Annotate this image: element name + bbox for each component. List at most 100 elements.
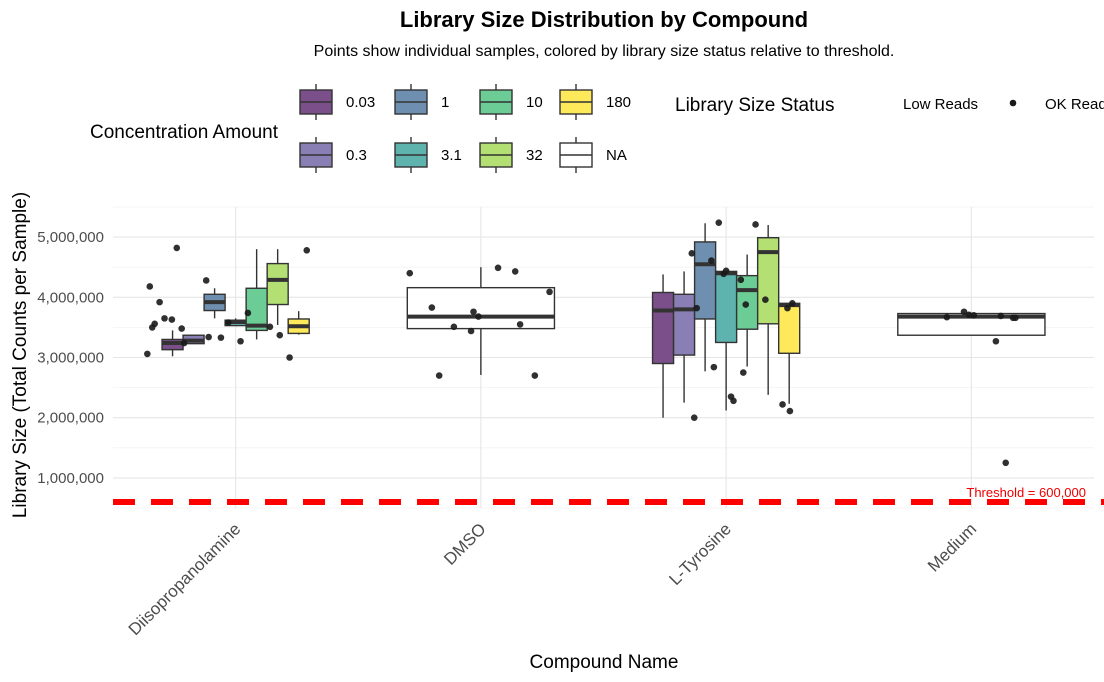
sample-point — [168, 316, 176, 323]
x-axis-title: Compound Name — [530, 652, 679, 673]
sample-point — [202, 277, 210, 284]
legend-key-0.03: 0.03 — [299, 84, 375, 120]
sample-point — [710, 363, 718, 371]
box-body — [672, 293, 696, 356]
sample-point — [1002, 459, 1010, 467]
gridlines — [113, 206, 1094, 509]
legend-key-NA: NA — [559, 137, 627, 173]
box-Diisopropanolamine-10 — [245, 249, 268, 340]
sample-point — [161, 315, 168, 322]
y-tick-label: 4,000,000 — [37, 289, 104, 306]
legend: Concentration Amount 0.03 1 10 180 0.3 3.1 32 NA… — [90, 84, 1104, 173]
sample-point — [715, 219, 723, 226]
sample-point — [470, 308, 477, 316]
box-Diisopropanolamine-0.3 — [182, 334, 205, 345]
box-L-Tyrosine-10 — [735, 254, 759, 367]
sample-point — [965, 311, 973, 319]
sample-point — [303, 247, 311, 254]
legend-label-10: 10 — [526, 94, 543, 111]
box-body — [714, 270, 738, 344]
sample-point — [180, 339, 188, 347]
x-tick-label: Medium — [924, 519, 980, 575]
sample-point — [205, 333, 212, 341]
sample-point — [742, 301, 750, 308]
sample-point — [708, 257, 715, 264]
legend-label-3.1: 3.1 — [441, 147, 462, 164]
sample-points — [144, 219, 1019, 467]
sample-point — [237, 337, 244, 345]
legend-key-180: 180 — [559, 84, 631, 120]
sample-point — [997, 312, 1005, 320]
boxplots — [161, 223, 1046, 418]
legend-label-NA: NA — [606, 147, 627, 164]
sample-point — [1012, 314, 1019, 322]
box-body — [266, 262, 289, 306]
sample-point — [494, 264, 502, 272]
x-tick-label: DMSO — [440, 519, 489, 568]
sample-point — [693, 304, 700, 312]
legend-label-180: 180 — [606, 94, 631, 111]
legend-key-10: 10 — [479, 84, 543, 120]
box-body — [651, 291, 675, 365]
legend-label-1: 1 — [441, 94, 449, 111]
sample-point — [435, 372, 443, 379]
point-legend-ok-dot — [1009, 99, 1017, 107]
sample-point — [173, 244, 181, 252]
box-body — [245, 287, 268, 332]
sample-point — [531, 372, 539, 379]
fill-legend-title: Concentration Amount — [90, 122, 279, 143]
box-L-Tyrosine-180 — [777, 302, 801, 404]
point-legend-low-reads: Low Reads — [903, 96, 978, 113]
sample-point — [266, 323, 274, 331]
sample-point — [992, 337, 1000, 345]
legend-label-32: 32 — [526, 147, 543, 164]
sample-point — [784, 304, 791, 312]
sample-point — [943, 313, 951, 321]
y-axis-ticks: 1,000,000 2,000,000 3,000,000 4,000,000 5,00… — [37, 229, 104, 487]
legend-key-0.3: 0.3 — [299, 137, 367, 173]
legend-key-1: 1 — [394, 84, 449, 120]
box-Diisopropanolamine-1 — [203, 288, 226, 319]
legend-key-3.1: 3.1 — [394, 137, 462, 173]
sample-point — [178, 325, 185, 332]
y-tick-label: 1,000,000 — [37, 470, 104, 487]
sample-point — [546, 288, 553, 296]
chart-subtitle: Points show individual samples, colored … — [314, 43, 895, 60]
sample-point — [217, 334, 225, 341]
sample-point — [737, 276, 745, 284]
sample-point — [786, 407, 794, 415]
box-L-Tyrosine-1 — [693, 223, 717, 372]
y-tick-label: 5,000,000 — [37, 229, 104, 246]
y-tick-label: 2,000,000 — [37, 410, 104, 427]
box-L-Tyrosine-3.1 — [714, 270, 738, 411]
sample-point — [690, 414, 698, 422]
sample-point — [779, 401, 786, 408]
sample-point — [156, 298, 163, 306]
sample-point — [224, 319, 232, 326]
sample-point — [739, 369, 747, 376]
box-body — [756, 237, 780, 325]
sample-point — [144, 350, 151, 358]
sample-point — [752, 221, 759, 228]
box-L-Tyrosine-0.03 — [651, 274, 675, 418]
sample-point — [244, 309, 252, 317]
x-tick-label: Diisopropanolamine — [125, 519, 245, 639]
sample-point — [789, 300, 796, 307]
sample-point — [970, 312, 978, 319]
sample-point — [151, 320, 158, 328]
box-DMSO-NA — [406, 267, 556, 375]
sample-point — [688, 250, 696, 257]
box-Diisopropanolamine-0.03 — [161, 330, 184, 357]
box-Diisopropanolamine-180 — [287, 311, 310, 335]
box-L-Tyrosine-32 — [756, 225, 780, 395]
sample-point — [722, 267, 730, 275]
chart-title: Library Size Distribution by Compound — [400, 7, 808, 32]
box-Diisopropanolamine-32 — [266, 249, 289, 325]
sample-point — [406, 269, 414, 277]
sample-point — [516, 321, 524, 328]
sample-point — [286, 354, 293, 361]
sample-point — [960, 308, 968, 316]
sample-point — [450, 323, 458, 331]
sample-point — [276, 331, 284, 339]
